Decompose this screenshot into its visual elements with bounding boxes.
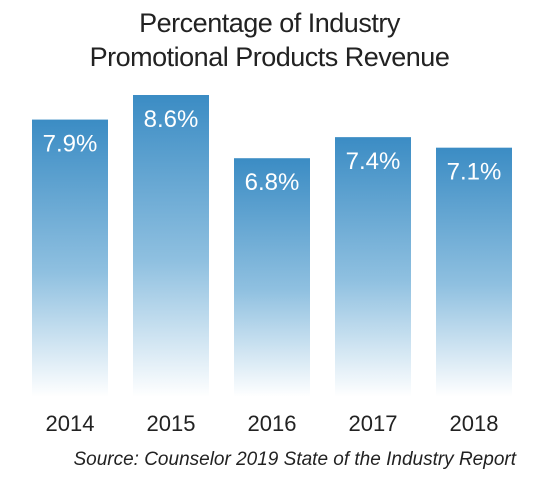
bar-2018 (436, 147, 512, 397)
data-label-2015: 8.6% (144, 106, 199, 133)
data-label-2016: 6.8% (245, 169, 300, 196)
chart-title: Percentage of Industry Promotional Produ… (0, 6, 539, 74)
x-tick-label-2014: 2014 (46, 411, 95, 436)
data-label-2017: 7.4% (346, 148, 401, 175)
x-tick-label-2018: 2018 (450, 411, 499, 436)
data-label-2014: 7.9% (43, 131, 98, 158)
chart-title-line-1: Percentage of Industry (139, 8, 400, 38)
data-labels-group: 7.9% 8.6% 6.8% 7.4% 7.1% (43, 106, 502, 196)
bar-2014 (32, 119, 108, 398)
x-tick-label-2015: 2015 (147, 411, 196, 436)
bar-2016 (234, 158, 310, 397)
source-note: Source: Counselor 2019 State of the Indu… (73, 449, 516, 470)
x-tick-label-2016: 2016 (248, 411, 297, 436)
bar-2017 (335, 137, 411, 398)
data-label-2018: 7.1% (447, 159, 502, 186)
bar-2015 (133, 95, 209, 397)
x-axis-tick-labels: 2014 2015 2016 2017 2018 (46, 411, 499, 436)
chart-title-line-2: Promotional Products Revenue (89, 42, 450, 72)
x-tick-label-2017: 2017 (349, 411, 398, 436)
bars-group (32, 95, 512, 398)
